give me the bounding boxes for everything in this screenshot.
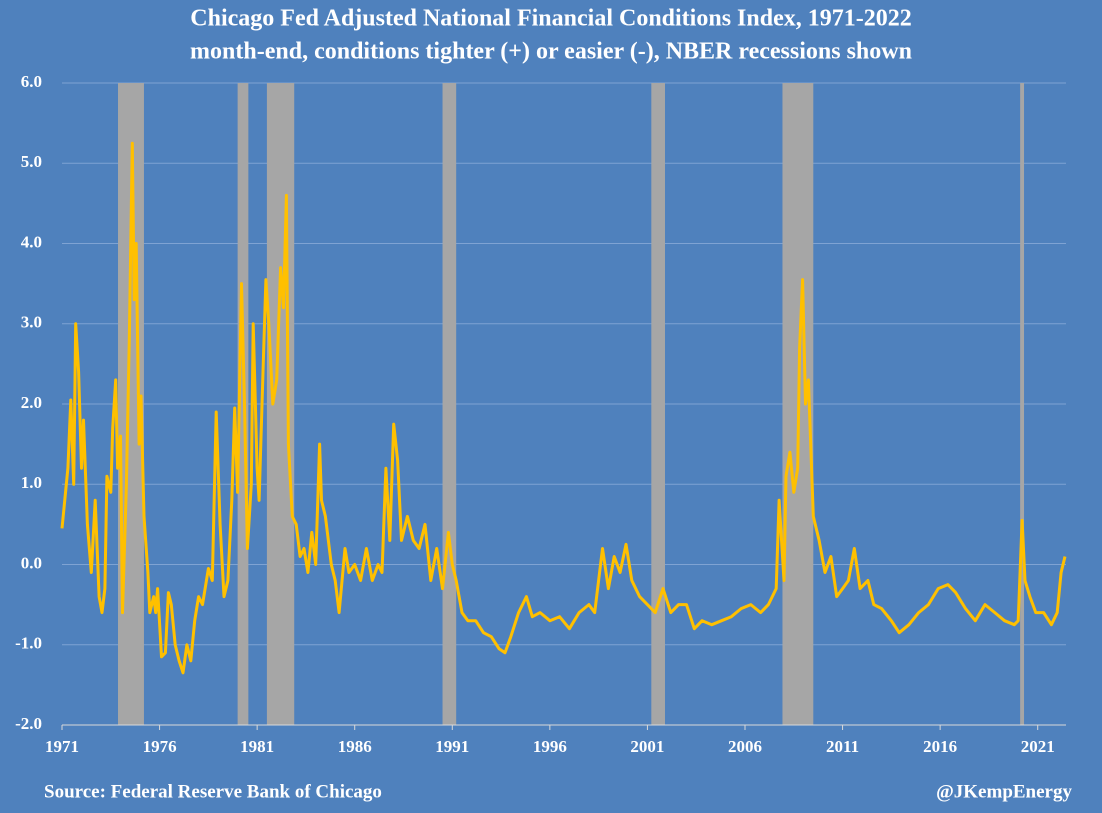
x-tick-label: 1981: [240, 737, 274, 756]
x-tick-label: 1971: [45, 737, 79, 756]
chart-subtitle: month-end, conditions tighter (+) or eas…: [190, 39, 912, 65]
recession-band: [1020, 83, 1025, 725]
chart-title: Chicago Fed Adjusted National Financial …: [190, 6, 911, 32]
y-tick-label: 6.0: [21, 72, 42, 91]
y-tick-label: 4.0: [21, 232, 42, 251]
x-tick-label: 2001: [630, 737, 664, 756]
y-tick-label: 0.0: [21, 553, 42, 572]
x-tick-label: 2021: [1021, 737, 1055, 756]
x-tick-label: 2016: [923, 737, 957, 756]
y-tick-label: -2.0: [15, 714, 42, 733]
credit: @JKempEnergy: [936, 781, 1072, 802]
recession-band: [266, 83, 295, 725]
recession-band: [651, 83, 665, 725]
y-tick-label: 5.0: [21, 152, 42, 171]
y-tick-label: 3.0: [21, 313, 42, 332]
source: Source: Federal Reserve Bank of Chicago: [44, 781, 382, 802]
data-line: [60, 141, 1067, 675]
x-tick-label: 1986: [338, 737, 372, 756]
y-tick-label: -1.0: [15, 634, 42, 653]
y-tick-label: 2.0: [21, 393, 42, 412]
x-tick-label: 1991: [435, 737, 469, 756]
x-tick-label: 1996: [533, 737, 567, 756]
y-tick-label: 1.0: [21, 473, 42, 492]
x-tick-label: 2006: [728, 737, 762, 756]
recession-band: [237, 83, 249, 725]
x-tick-label: 1976: [143, 737, 177, 756]
recession-band: [442, 83, 457, 725]
x-tick-label: 2011: [826, 737, 859, 756]
